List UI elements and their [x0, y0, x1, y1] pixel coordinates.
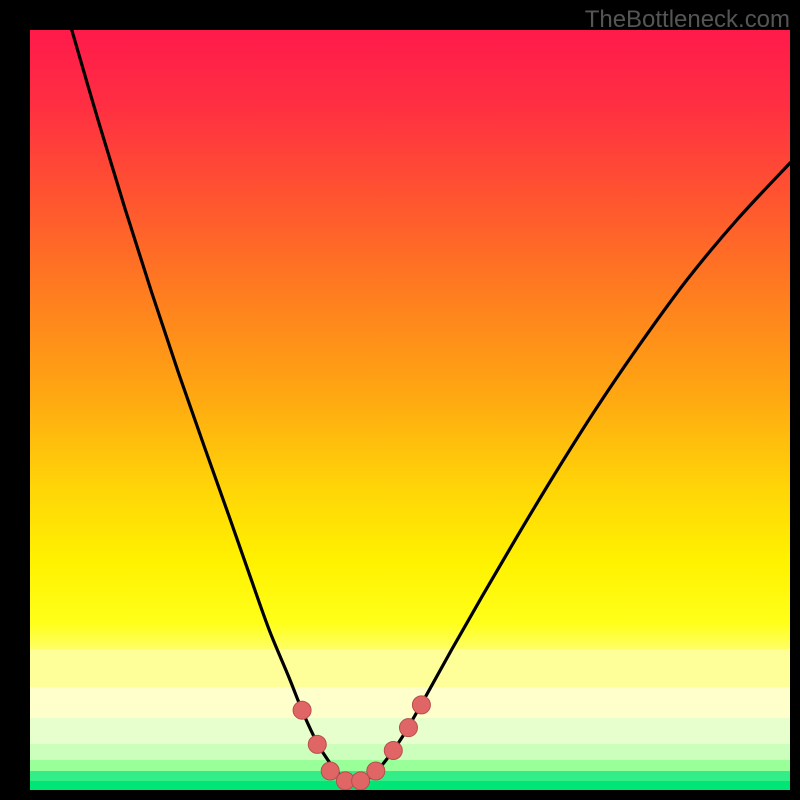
marker-dot: [399, 719, 417, 737]
watermark-text: TheBottleneck.com: [585, 6, 790, 34]
curve-markers: [30, 30, 790, 790]
marker-dot: [308, 735, 326, 753]
marker-dot: [384, 741, 402, 759]
plot-area: [30, 30, 790, 790]
marker-dot: [412, 696, 430, 714]
marker-dot: [293, 701, 311, 719]
marker-dot: [352, 772, 370, 790]
marker-dot: [321, 762, 339, 780]
marker-dot: [367, 762, 385, 780]
